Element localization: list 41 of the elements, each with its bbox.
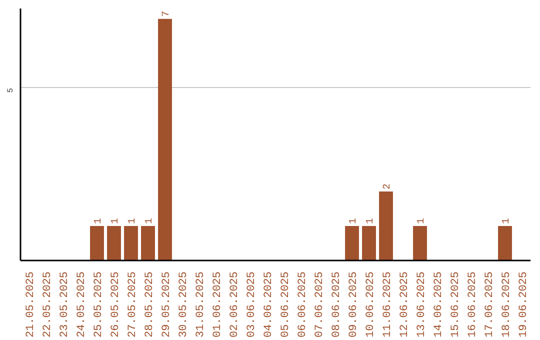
x-tick-label: 31.05.2025 bbox=[195, 271, 207, 338]
data-label: 1 bbox=[416, 218, 428, 224]
x-tick-label: 11.06.2025 bbox=[382, 271, 394, 338]
x-tick-label: 13.06.2025 bbox=[416, 271, 428, 338]
x-tick-label: 08.06.2025 bbox=[331, 271, 343, 338]
data-label: 1 bbox=[502, 218, 512, 224]
data-label: 1 bbox=[128, 218, 138, 224]
x-tick-label: 24.05.2025 bbox=[76, 271, 88, 338]
x-tick-label: 01.06.2025 bbox=[212, 271, 224, 338]
x-tick-label: 27.05.2025 bbox=[127, 271, 139, 338]
data-label: 1 bbox=[94, 218, 104, 224]
x-tick-label: 18.06.2025 bbox=[501, 271, 513, 338]
x-tick-label: 17.06.2025 bbox=[484, 271, 496, 338]
x-tick-label: 29.05.2025 bbox=[161, 271, 173, 338]
x-tick-label: 05.06.2025 bbox=[280, 271, 292, 338]
x-tick-label: 12.06.2025 bbox=[399, 271, 411, 338]
x-tick-label: 03.06.2025 bbox=[246, 271, 258, 338]
x-tick-label: 28.05.2025 bbox=[144, 271, 156, 338]
x-tick-label: 15.06.2025 bbox=[450, 271, 462, 338]
y-tick-label: 5 bbox=[6, 88, 16, 93]
x-tick-label: 23.05.2025 bbox=[59, 271, 71, 338]
data-label: 1 bbox=[110, 218, 122, 224]
x-tick-label: 21.05.2025 bbox=[25, 271, 37, 338]
data-label: 1 bbox=[366, 218, 376, 224]
x-tick-label: 16.06.2025 bbox=[467, 271, 479, 338]
x-tick-label: 02.06.2025 bbox=[229, 271, 241, 338]
x-tick-label: 30.05.2025 bbox=[178, 271, 190, 338]
x-tick-label: 06.06.2025 bbox=[297, 271, 309, 338]
x-tick-label: 26.05.2025 bbox=[110, 271, 122, 338]
x-tick-label: 25.05.2025 bbox=[93, 271, 105, 338]
x-tick-label: 07.06.2025 bbox=[314, 271, 326, 338]
x-tick-label: 19.06.2025 bbox=[518, 271, 530, 338]
data-label: 2 bbox=[382, 183, 394, 190]
x-tick-label: 10.06.2025 bbox=[365, 271, 377, 338]
x-tick-label: 04.06.2025 bbox=[263, 271, 275, 338]
data-label: 7 bbox=[162, 10, 172, 17]
x-tick-label: 14.06.2025 bbox=[433, 271, 445, 338]
data-label: 1 bbox=[144, 218, 156, 224]
data-label: 1 bbox=[348, 218, 360, 224]
x-tick-label: 09.06.2025 bbox=[348, 271, 360, 338]
x-tick-label: 22.05.2025 bbox=[42, 271, 54, 338]
